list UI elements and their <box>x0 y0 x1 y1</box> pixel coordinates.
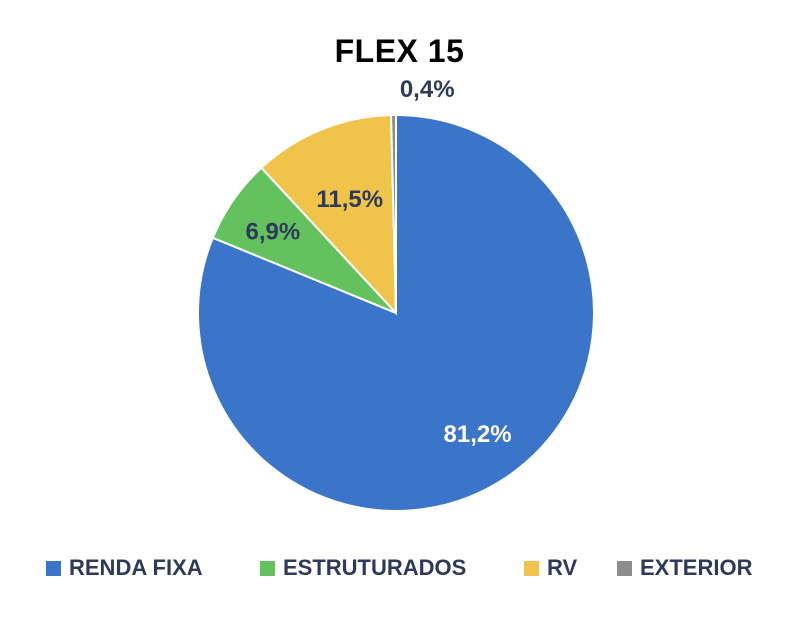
legend-label-rv: RV <box>547 555 578 580</box>
legend-label-renda-fixa: RENDA FIXA <box>69 555 203 580</box>
data-label-exterior: 0,4% <box>400 76 455 103</box>
data-label-rv: 11,5% <box>316 186 383 213</box>
pie-slice-exterior <box>389 113 397 314</box>
legend-swatch-renda-fixa <box>46 560 61 576</box>
legend-swatch-rv <box>524 560 539 576</box>
legend-item-rv: RV <box>524 551 577 585</box>
pie-slice-rv <box>259 114 398 316</box>
data-label-renda-fixa: 81,2% <box>444 421 512 448</box>
legend-swatch-estruturados <box>260 560 275 576</box>
legend: RENDA FIXA ESTRUTURADOS RV EXTERIOR <box>0 551 799 585</box>
legend-item-estruturados: ESTRUTURADOS <box>260 551 466 585</box>
legend-item-renda-fixa: RENDA FIXA <box>46 551 203 585</box>
data-label-estruturados: 6,9% <box>246 218 301 245</box>
legend-item-exterior: EXTERIOR <box>617 551 752 585</box>
legend-swatch-exterior <box>617 560 632 576</box>
legend-label-exterior: EXTERIOR <box>640 555 753 580</box>
chart-title: FLEX 15 <box>334 33 465 69</box>
legend-label-estruturados: ESTRUTURADOS <box>283 555 467 580</box>
